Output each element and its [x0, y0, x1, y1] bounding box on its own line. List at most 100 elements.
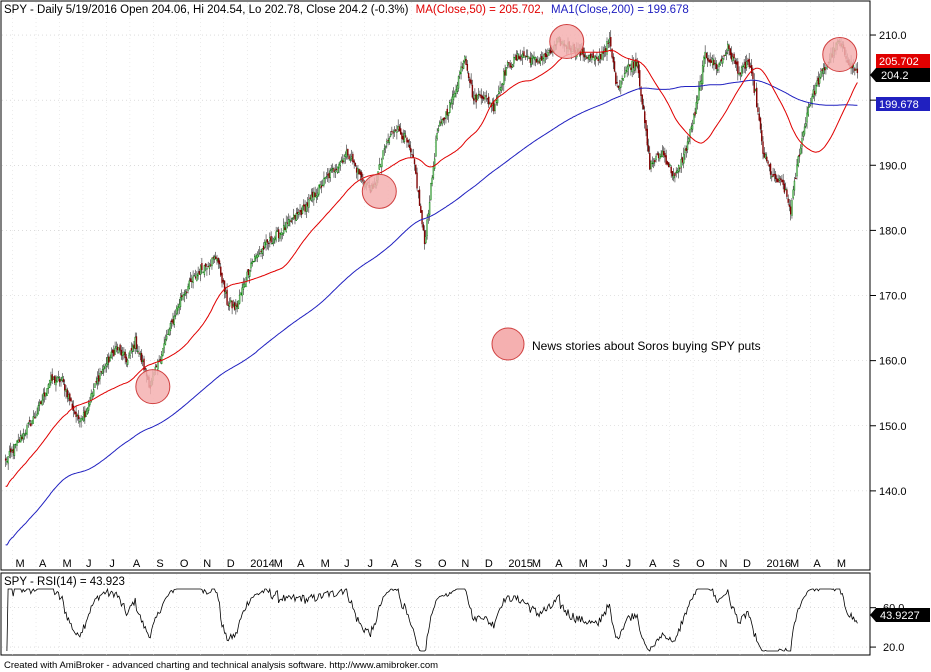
candle [708, 54, 710, 63]
candle [816, 76, 818, 87]
candle [211, 257, 213, 270]
candle [37, 401, 40, 415]
x-tick-label: A [39, 558, 47, 570]
candle [791, 197, 793, 219]
candle [289, 215, 291, 227]
candle [620, 80, 622, 95]
candle [101, 365, 104, 375]
candle [86, 406, 89, 415]
candle [690, 122, 692, 133]
candle [742, 62, 744, 74]
candle [457, 75, 460, 92]
candle [314, 186, 316, 198]
candle [790, 199, 792, 221]
candle [435, 135, 437, 158]
candle [493, 97, 495, 115]
candle [808, 104, 811, 108]
candle [270, 231, 272, 245]
candle [105, 357, 107, 373]
candle [597, 55, 599, 66]
candle [417, 190, 419, 199]
candle [20, 430, 22, 443]
candle [344, 151, 347, 164]
candle [199, 264, 202, 282]
candle [299, 204, 301, 217]
candle [675, 167, 677, 178]
x-tick-label: 2014 [250, 558, 274, 570]
candle [77, 410, 80, 424]
candle [70, 397, 72, 403]
candle [535, 57, 538, 63]
candle [727, 40, 729, 55]
candle [55, 375, 57, 392]
candle [93, 383, 95, 398]
candle [495, 94, 497, 106]
candle [7, 456, 9, 470]
candle [139, 350, 141, 361]
candle [406, 136, 408, 148]
candle [725, 48, 728, 61]
y-tick-label: 160.0 [879, 356, 907, 368]
candle [347, 148, 349, 160]
candle [684, 145, 686, 160]
candle [441, 118, 443, 127]
candle [820, 67, 822, 80]
candle [167, 329, 169, 336]
title-ma50: MA(Close,50) = 205.702, [416, 4, 544, 16]
candle [812, 84, 815, 99]
candle [228, 297, 231, 311]
candle [431, 175, 433, 187]
candle [506, 60, 509, 69]
x-tick-label: J [368, 558, 374, 570]
candle [452, 87, 455, 105]
candle [123, 347, 125, 360]
candle [17, 433, 19, 444]
rsi-value-label: 43.9227 [880, 610, 920, 622]
candle [315, 188, 318, 204]
candle [685, 145, 687, 158]
candle [243, 278, 246, 288]
candle [339, 160, 341, 171]
candle [116, 343, 119, 354]
candle [471, 79, 474, 99]
candle [262, 242, 265, 257]
x-tick-label: 2015 [508, 558, 532, 570]
candle [335, 163, 338, 173]
candle [408, 138, 411, 151]
candle [286, 216, 289, 229]
candle [246, 269, 248, 281]
candle [189, 272, 192, 283]
x-tick-label: D [485, 558, 493, 570]
candle [66, 387, 68, 403]
candle [132, 343, 134, 358]
candle [75, 405, 77, 423]
candle [706, 51, 709, 67]
candle [191, 274, 193, 289]
candle [670, 165, 672, 178]
rsi-value-tag: 43.9227 [870, 608, 930, 622]
x-tick-label: M [274, 558, 283, 570]
candle [238, 289, 241, 305]
candle [25, 429, 27, 437]
candle [337, 166, 339, 174]
candle [450, 98, 452, 108]
candle [754, 88, 757, 92]
candle [85, 408, 87, 417]
candle [272, 237, 275, 247]
y-tick-label: 140.0 [879, 486, 907, 498]
candle [125, 353, 128, 367]
candle [667, 162, 670, 168]
candle [232, 299, 235, 308]
candle [340, 156, 343, 163]
candle [329, 167, 331, 182]
candle [496, 94, 499, 106]
candle [528, 56, 530, 60]
candle [304, 200, 306, 215]
candle [481, 94, 484, 104]
candle [54, 375, 56, 385]
candle [67, 390, 70, 402]
price-pane-frame [0, 0, 871, 571]
candle [655, 153, 657, 163]
candle [399, 122, 402, 135]
candle [12, 443, 14, 460]
